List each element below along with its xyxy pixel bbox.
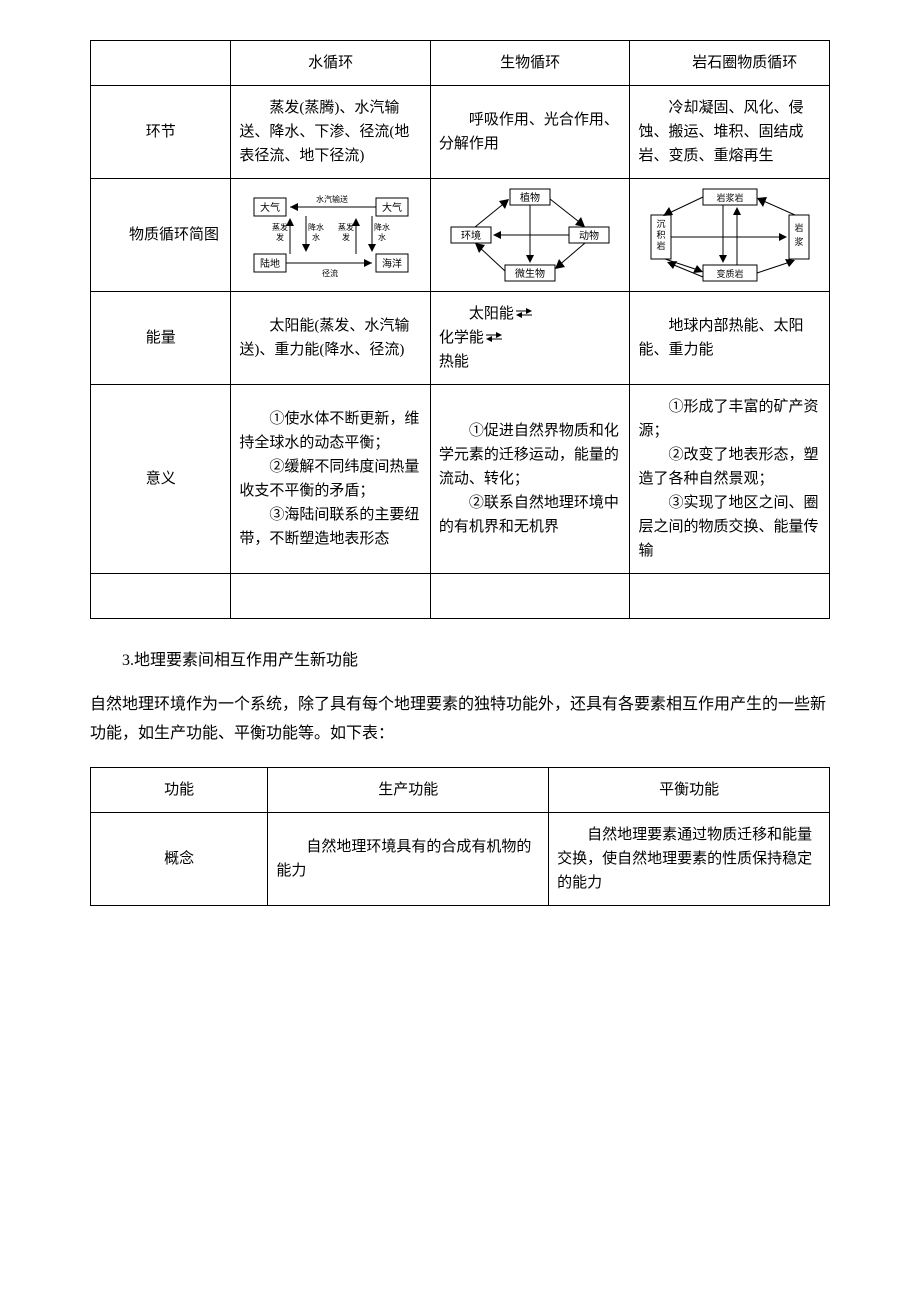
table-header-row: 水循环 生物循环 岩石圈物质循环 xyxy=(91,41,830,86)
empty-cell xyxy=(91,574,231,619)
water-edge-precip-right: 降水 xyxy=(374,222,390,232)
diagram-rock-cycle: 岩浆岩 沉 积 岩 岩 浆 变质岩 xyxy=(630,179,830,292)
bio-box-plant: 植物 xyxy=(520,191,540,204)
meaning-water: ①使水体不断更新，维持全球水的动态平衡； ②缓解不同纬度间热量收支不平衡的矛盾；… xyxy=(231,385,431,574)
stage-water: 蒸发(蒸腾)、水汽输送、降水、下渗、径流(地表径流、地下径流) xyxy=(231,86,431,179)
table-row-empty xyxy=(91,574,830,619)
header-water-cycle: 水循环 xyxy=(231,41,431,86)
stage-rock: 冷却凝固、风化、侵蚀、搬运、堆积、固结成岩、变质、重熔再生 xyxy=(630,86,830,179)
section-heading: 3.地理要素间相互作用产生新功能 xyxy=(90,649,830,673)
table-row-concept: 概念 自然地理环境具有的合成有机物的能力 自然地理要素通过物质迁移和能量交换，使… xyxy=(91,812,830,905)
svg-text:发: 发 xyxy=(276,232,284,242)
header-blank xyxy=(91,41,231,86)
svg-text:发: 发 xyxy=(342,232,350,242)
water-edge-precip-left: 降水 xyxy=(308,222,324,232)
water-edge-evap-right: 蒸发 xyxy=(338,222,354,232)
meaning-bio: ①促进自然界物质和化学元素的迁移运动，能量的流动、转化； ②联系自然地理环境中的… xyxy=(430,385,630,574)
empty-cell xyxy=(231,574,431,619)
water-edge-runoff: 径流 xyxy=(322,268,338,278)
diagram-bio-cycle: 植物 环境 动物 微生物 xyxy=(430,179,630,292)
double-arrow-icon xyxy=(484,332,504,342)
t2-label-concept: 概念 xyxy=(91,812,268,905)
table-row-diagram: 物质循环简图 大气 大气 陆地 海洋 水汽输送 径流 xyxy=(91,179,830,292)
t2-concept-balance: 自然地理要素通过物质迁移和能量交换，使自然地理要素的性质保持稳定的能力 xyxy=(549,812,830,905)
energy-rock: 地球内部热能、太阳能、重力能 xyxy=(630,292,830,385)
rock-box-magma: 岩 xyxy=(794,222,803,233)
row-label-energy: 能量 xyxy=(91,292,231,385)
bio-box-animal: 动物 xyxy=(579,229,599,242)
t2-header-balance: 平衡功能 xyxy=(549,767,830,812)
cycles-comparison-table: 水循环 生物循环 岩石圈物质循环 环节 蒸发(蒸腾)、水汽输送、降水、下渗、径流… xyxy=(90,40,830,619)
row-label-stage: 环节 xyxy=(91,86,231,179)
empty-cell xyxy=(430,574,630,619)
water-box-ocean: 海洋 xyxy=(382,257,402,270)
table-header-row: 功能 生产功能 平衡功能 xyxy=(91,767,830,812)
table-row-stage: 环节 蒸发(蒸腾)、水汽输送、降水、下渗、径流(地表径流、地下径流) 呼吸作用、… xyxy=(91,86,830,179)
section-paragraph: 自然地理环境作为一个系统，除了具有每个地理要素的独特功能外，还具有各要素相互作用… xyxy=(90,691,830,749)
header-bio-cycle: 生物循环 xyxy=(430,41,630,86)
energy-bio: 太阳能 化学能 热能 xyxy=(430,292,630,385)
water-box-atm-right: 大气 xyxy=(382,201,402,214)
meaning-rock: ①形成了丰富的矿产资源； ②改变了地表形态，塑造了各种自然景观； ③实现了地区之… xyxy=(630,385,830,574)
functions-table: 功能 生产功能 平衡功能 概念 自然地理环境具有的合成有机物的能力 自然地理要素… xyxy=(90,767,830,906)
water-edge-evap-left: 蒸发 xyxy=(272,222,288,232)
energy-water: 太阳能(蒸发、水汽输送)、重力能(降水、径流) xyxy=(231,292,431,385)
water-box-atm-left: 大气 xyxy=(260,201,280,214)
svg-text:浆: 浆 xyxy=(794,236,803,247)
svg-text:积: 积 xyxy=(656,229,665,240)
double-arrow-icon xyxy=(514,308,534,318)
water-edge-transport: 水汽输送 xyxy=(316,194,348,204)
table-row-energy: 能量 太阳能(蒸发、水汽输送)、重力能(降水、径流) 太阳能 化学能 热能 地球… xyxy=(91,292,830,385)
rock-box-igneous: 岩浆岩 xyxy=(716,192,743,203)
svg-text:岩: 岩 xyxy=(656,240,665,251)
row-label-diagram: 物质循环简图 xyxy=(91,179,231,292)
svg-text:水: 水 xyxy=(312,232,320,242)
table-row-meaning: 意义 ①使水体不断更新，维持全球水的动态平衡； ②缓解不同纬度间热量收支不平衡的… xyxy=(91,385,830,574)
diagram-water-cycle: 大气 大气 陆地 海洋 水汽输送 径流 蒸发 发 xyxy=(231,179,431,292)
rock-box-sedimentary: 沉 xyxy=(656,219,665,229)
svg-text:水: 水 xyxy=(378,232,386,242)
rock-box-metamorphic: 变质岩 xyxy=(716,268,743,279)
bio-box-microbe: 微生物 xyxy=(515,267,545,280)
bio-box-env: 环境 xyxy=(461,229,481,242)
t2-header-production: 生产功能 xyxy=(268,767,549,812)
t2-concept-production: 自然地理环境具有的合成有机物的能力 xyxy=(268,812,549,905)
header-rock-cycle: 岩石圈物质循环 xyxy=(630,41,830,86)
t2-header-function: 功能 xyxy=(91,767,268,812)
stage-bio: 呼吸作用、光合作用、分解作用 xyxy=(430,86,630,179)
water-box-land: 陆地 xyxy=(260,257,280,270)
row-label-meaning: 意义 xyxy=(91,385,231,574)
empty-cell xyxy=(630,574,830,619)
